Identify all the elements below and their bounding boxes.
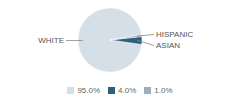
svg-text:ASIAN: ASIAN	[156, 41, 180, 50]
html-text:4.0%: 4.0%	[118, 86, 137, 95]
html-text:95.0%: 95.0%	[77, 86, 101, 95]
html-text:1.0%: 1.0%	[154, 86, 173, 95]
svg-text:HISPANIC: HISPANIC	[156, 30, 193, 39]
svg-text:WHITE: WHITE	[38, 36, 64, 45]
